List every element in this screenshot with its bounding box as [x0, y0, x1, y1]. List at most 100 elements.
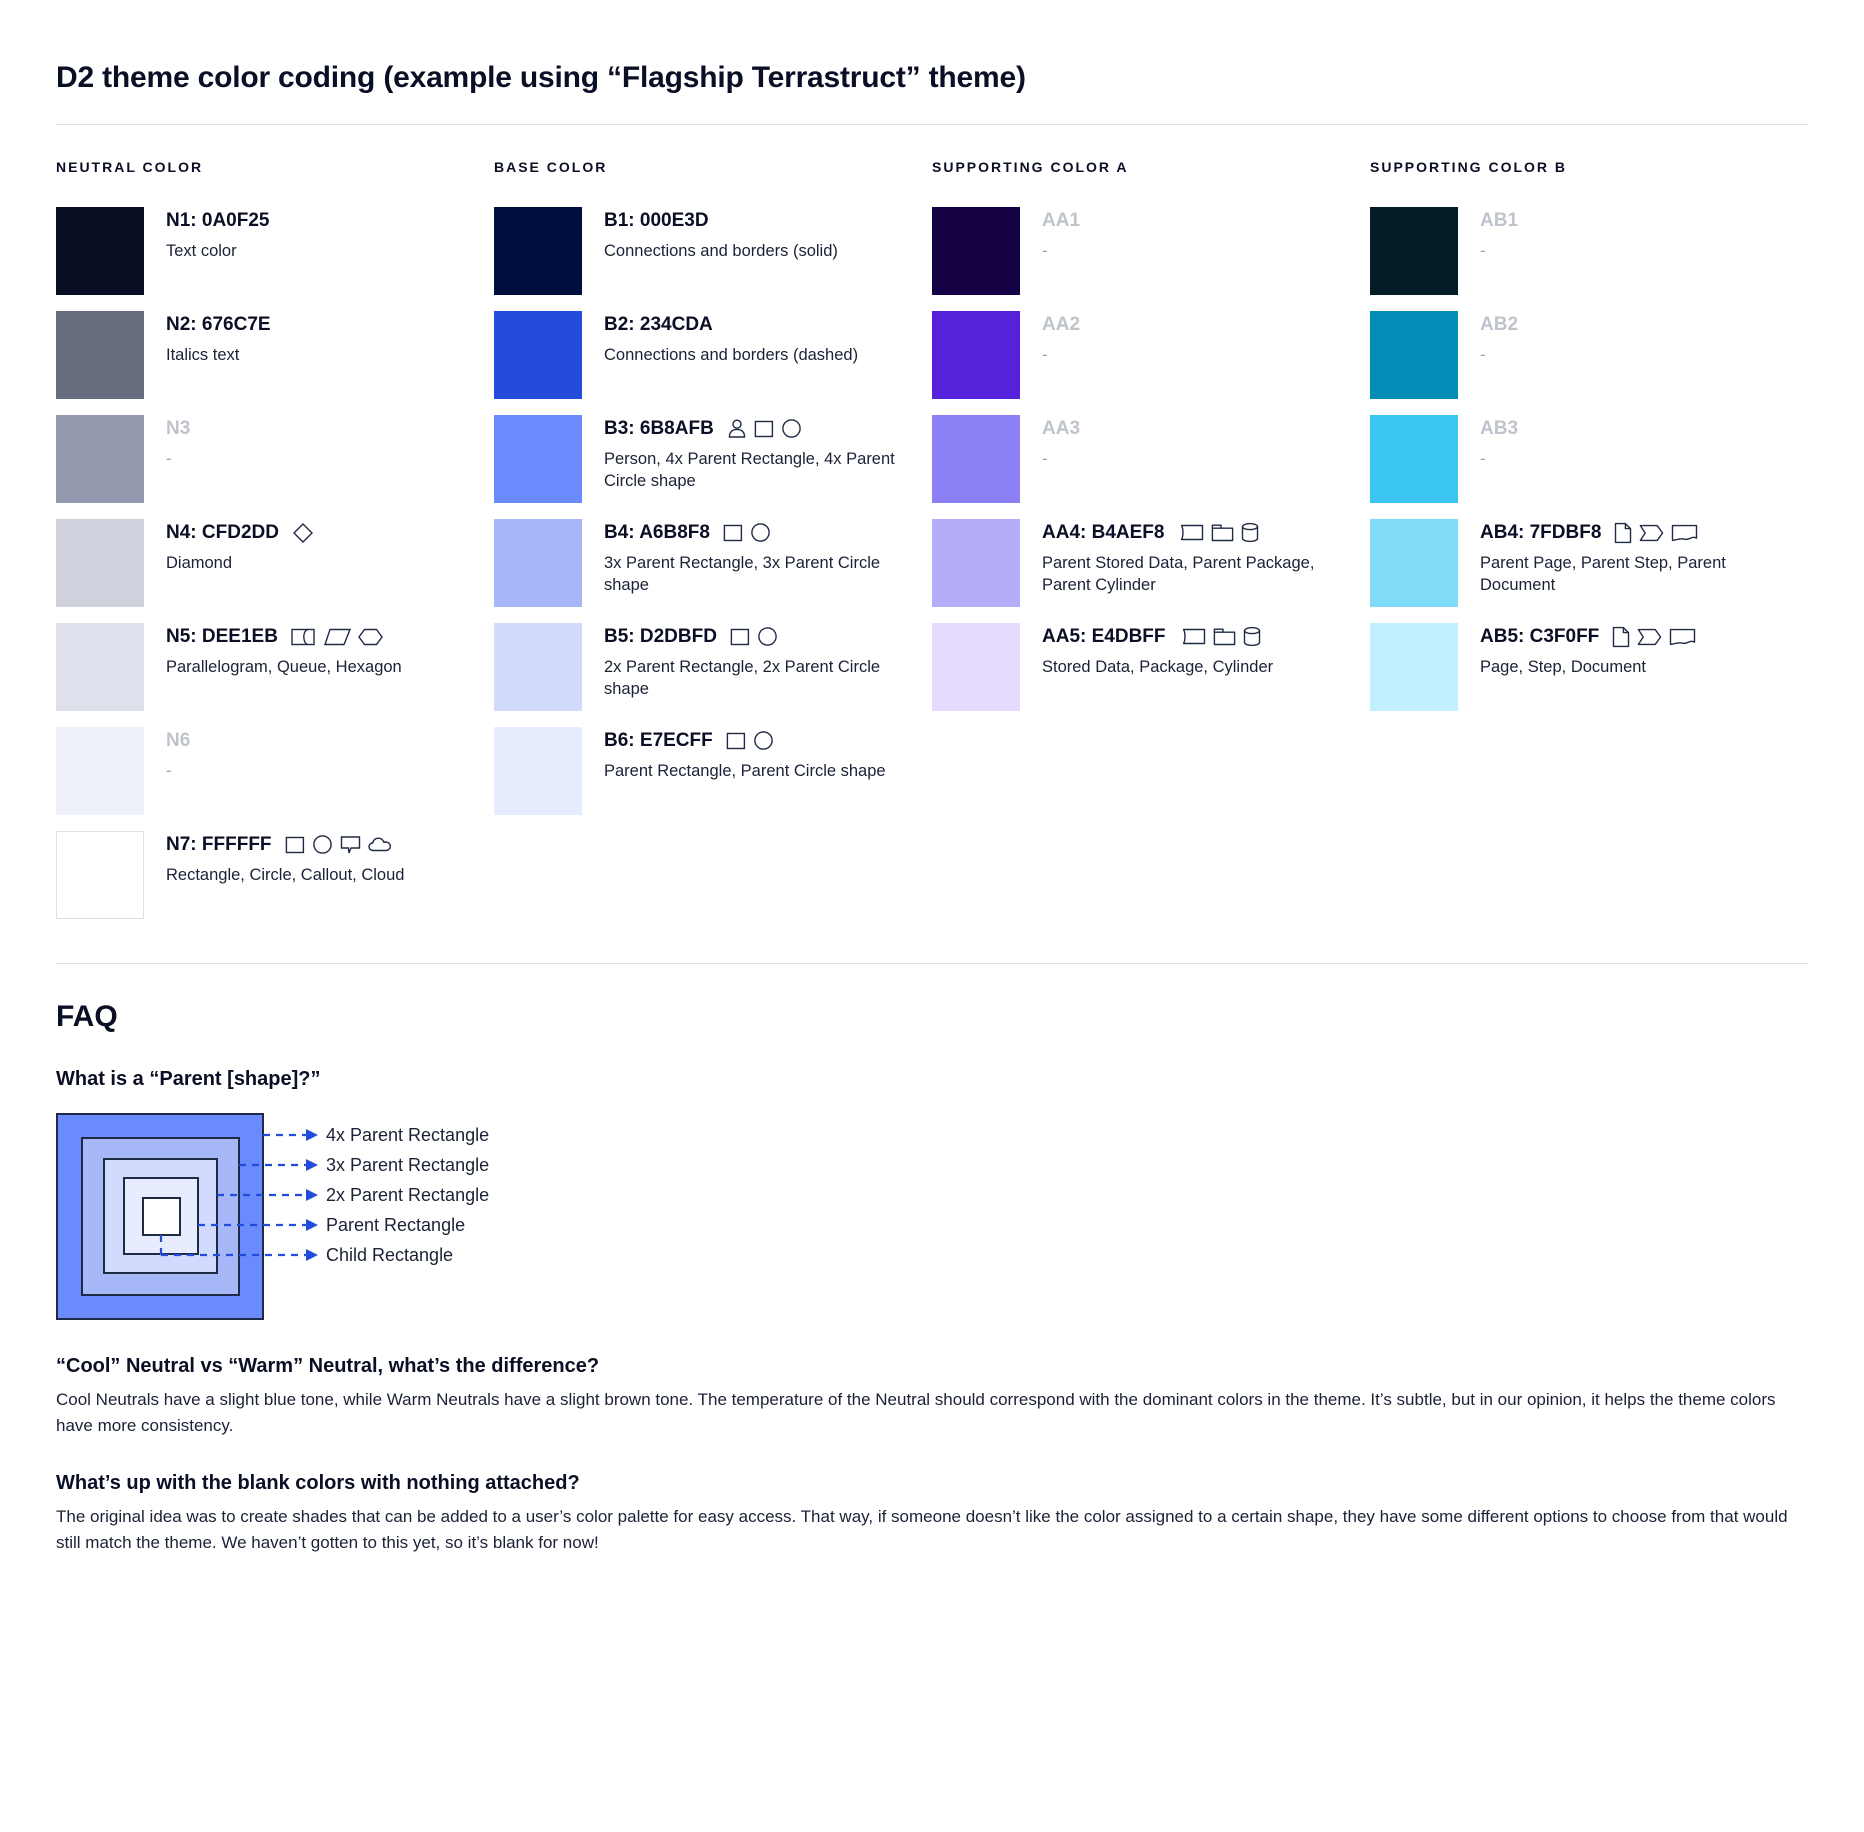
- palette-column-heading: BASE COLOR: [494, 159, 608, 175]
- color-swatch[interactable]: [494, 727, 582, 815]
- color-row-description: 2x Parent Rectangle, 2x Parent Circle sh…: [604, 657, 881, 699]
- step-icon: [1639, 523, 1664, 543]
- color-row-title: AA4: B4AEF8: [1042, 521, 1352, 545]
- color-row-body: AB2 -: [1480, 311, 1518, 366]
- color-row-body: N5: DEE1EB Parallelogram, Queue, Hexagon: [166, 623, 402, 678]
- parent-shape-diagram: 4x Parent Rectangle 3x Parent Rectangle …: [56, 1113, 1808, 1321]
- nest-label-4: Child Rectangle: [326, 1245, 453, 1265]
- color-swatch[interactable]: [56, 519, 144, 607]
- color-row-body: B2: 234CDA Connections and borders (dashe…: [604, 311, 858, 366]
- color-row: B2: 234CDA Connections and borders (dashe…: [494, 311, 932, 415]
- palette-column-heading: SUPPORTING COLOR B: [1370, 159, 1568, 175]
- color-row: N6 -: [56, 727, 494, 831]
- color-swatch[interactable]: [494, 415, 582, 503]
- color-row-title: AB4: 7FDBF8: [1480, 521, 1790, 545]
- color-row: B5: D2DBFD 2x Parent Rectangle, 2x Parent…: [494, 623, 932, 727]
- color-code-label: B5: D2DBFD: [604, 626, 717, 647]
- color-row-description: Rectangle, Circle, Callout, Cloud: [166, 865, 405, 884]
- shape-icon-group: [723, 522, 771, 543]
- page-root: D2 theme color coding (example using “Fl…: [56, 61, 1808, 1552]
- color-swatch[interactable]: [932, 311, 1020, 399]
- color-row-title: N3: [166, 417, 190, 441]
- color-row-body: AA4: B4AEF8 Parent Stored Data, Parent Pa…: [1042, 519, 1352, 596]
- color-swatch[interactable]: [1370, 519, 1458, 607]
- color-row-body: N2: 676C7E Italics text: [166, 311, 271, 366]
- rectangle-icon: [730, 627, 750, 647]
- color-swatch[interactable]: [932, 415, 1020, 503]
- color-swatch[interactable]: [1370, 207, 1458, 295]
- color-swatch[interactable]: [56, 207, 144, 295]
- color-swatch[interactable]: [1370, 623, 1458, 711]
- palette-column: SUPPORTING COLOR B AB1 - AB2 - AB3 - AB4: 7FDBF…: [1370, 159, 1808, 935]
- color-row-body: N4: CFD2DD Diamond: [166, 519, 314, 574]
- color-swatch[interactable]: [56, 727, 144, 815]
- color-row-description: Person, 4x Parent Rectangle, 4x Parent C…: [604, 449, 895, 491]
- palette-column-heading: SUPPORTING COLOR A: [932, 159, 1129, 175]
- color-code-label: B4: A6B8F8: [604, 522, 710, 543]
- color-row-title: B5: D2DBFD: [604, 625, 914, 649]
- color-swatch[interactable]: [932, 623, 1020, 711]
- color-code-label: N3: [166, 418, 191, 439]
- color-swatch[interactable]: [56, 415, 144, 503]
- shape-icon-group: [1177, 522, 1259, 543]
- color-code-label: AB5: C3F0FF: [1480, 626, 1600, 647]
- connector-arrowheads: [306, 1129, 318, 1261]
- color-code-label: N5: DEE1EB: [166, 626, 278, 647]
- color-row-title: AA5: E4DBFF: [1042, 625, 1273, 649]
- color-row-body: N6 -: [166, 727, 190, 782]
- nest-label-3: Parent Rectangle: [326, 1215, 465, 1235]
- circle-icon: [781, 418, 802, 439]
- connector-labels: 4x Parent Rectangle 3x Parent Rectangle …: [326, 1125, 489, 1265]
- page-icon: [1614, 522, 1632, 544]
- color-swatch[interactable]: [932, 207, 1020, 295]
- color-swatch[interactable]: [494, 311, 582, 399]
- color-row-title: AA2: [1042, 313, 1080, 337]
- color-swatch[interactable]: [494, 623, 582, 711]
- color-swatch[interactable]: [932, 519, 1020, 607]
- color-swatch[interactable]: [1370, 311, 1458, 399]
- color-swatch[interactable]: [56, 831, 144, 919]
- color-row-body: AA2 -: [1042, 311, 1080, 366]
- color-row-description: Parallelogram, Queue, Hexagon: [166, 657, 402, 676]
- color-row-title: B1: 000E3D: [604, 209, 838, 233]
- callout-icon: [340, 834, 361, 855]
- color-row-description: -: [1480, 345, 1486, 364]
- color-row-title: N7: FFFFFF: [166, 833, 404, 857]
- nesting-svg: 4x Parent Rectangle 3x Parent Rectangle …: [56, 1113, 489, 1320]
- nest-label-1: 3x Parent Rectangle: [326, 1155, 489, 1175]
- stored-data-icon: [1179, 627, 1206, 646]
- palette-column: SUPPORTING COLOR A AA1 - AA2 - AA3 - AA4: B4AEF…: [932, 159, 1370, 935]
- page-icon: [1612, 626, 1630, 648]
- color-row-title: N4: CFD2DD: [166, 521, 314, 545]
- color-swatch[interactable]: [1370, 415, 1458, 503]
- color-code-label: N1: 0A0F25: [166, 210, 270, 231]
- color-row-description: -: [1480, 449, 1486, 468]
- color-row-description: -: [166, 761, 172, 780]
- color-swatch[interactable]: [494, 207, 582, 295]
- color-row-title: AB5: C3F0FF: [1480, 625, 1696, 649]
- shape-icon-group: [292, 522, 314, 544]
- color-row-description: Page, Step, Document: [1480, 657, 1647, 676]
- palette-column-heading: NEUTRAL COLOR: [56, 159, 204, 175]
- color-swatch[interactable]: [56, 623, 144, 711]
- faq-question-2: “Cool” Neutral vs “Warm” Neutral, what’s…: [56, 1355, 600, 1377]
- color-swatch[interactable]: [494, 519, 582, 607]
- color-row-body: N1: 0A0F25 Text color: [166, 207, 270, 262]
- color-row-body: B3: 6B8AFB Person, 4x Parent Rectangle, 4…: [604, 415, 914, 492]
- color-row: AA3 -: [932, 415, 1370, 519]
- color-row-body: B6: E7ECFF Parent Rectangle, Parent Circl…: [604, 727, 886, 782]
- queue-icon: [291, 627, 317, 647]
- shape-icon-group: [1179, 626, 1261, 647]
- shape-icon-group: [726, 730, 774, 751]
- stored-data-icon: [1177, 523, 1204, 542]
- color-row: AB2 -: [1370, 311, 1808, 415]
- color-row: AB4: 7FDBF8 Parent Page, Parent Step, Par…: [1370, 519, 1808, 623]
- parallelogram-icon: [323, 627, 351, 647]
- color-swatch[interactable]: [56, 311, 144, 399]
- color-row-description: Connections and borders (solid): [604, 241, 838, 260]
- color-code-label: AA1: [1042, 210, 1081, 231]
- cylinder-icon: [1241, 522, 1259, 543]
- color-row-description: Parent Page, Parent Step, Parent Documen…: [1480, 553, 1726, 595]
- color-row: B1: 000E3D Connections and borders (solid…: [494, 207, 932, 311]
- diamond-icon: [292, 522, 314, 544]
